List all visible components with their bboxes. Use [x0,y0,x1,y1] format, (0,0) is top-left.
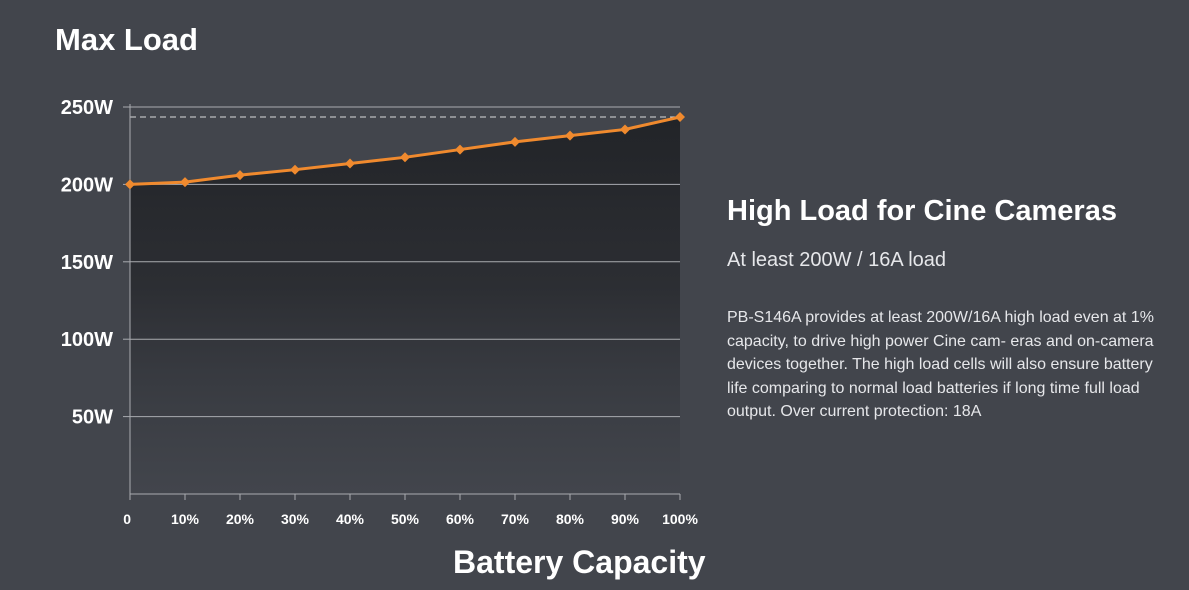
x-tick-label: 80% [556,511,585,527]
x-tick-label: 90% [611,511,640,527]
x-tick-label: 20% [226,511,255,527]
data-point [345,158,355,169]
y-tick-label: 250W [61,97,113,119]
data-point [510,136,520,147]
area-fill [130,117,680,494]
feature-heading: High Load for Cine Cameras [727,195,1117,227]
x-tick-label: 40% [336,511,365,527]
y-tick-label: 50W [72,407,113,429]
y-tick-label: 200W [61,174,113,196]
x-tick-label: 70% [501,511,530,527]
x-tick-label: 30% [281,511,310,527]
page-title: Max Load [55,22,198,57]
data-point [565,130,575,141]
x-tick-label: 0 [123,511,131,527]
x-tick-label: 60% [446,511,475,527]
x-tick-label: 50% [391,511,420,527]
data-point [180,177,190,188]
data-point [125,179,135,190]
data-point [400,152,410,163]
x-axis-title: Battery Capacity [453,544,706,580]
feature-description: PB-S146A provides at least 200W/16A high… [727,309,1154,420]
y-tick-label: 100W [61,329,113,351]
x-tick-label: 10% [171,511,200,527]
data-point [620,124,630,135]
data-point [290,164,300,175]
feature-subheading: At least 200W / 16A load [727,249,947,271]
data-point [235,170,245,181]
data-point [675,112,685,123]
y-tick-label: 150W [61,252,113,274]
x-tick-label: 100% [662,511,698,527]
data-point [455,144,465,155]
